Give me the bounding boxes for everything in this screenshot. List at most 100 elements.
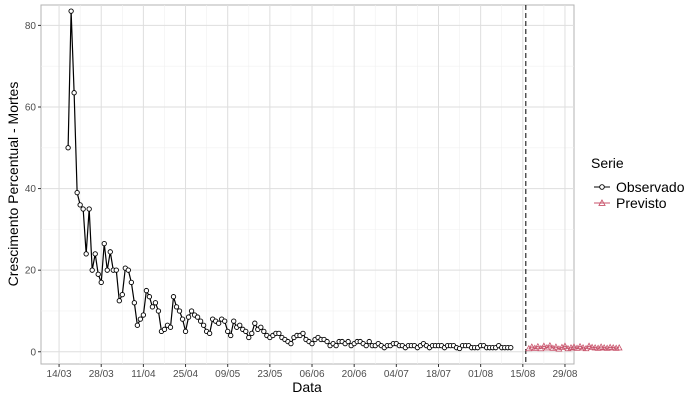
data-point [261,328,267,335]
legend-item-observado: Observado [594,179,685,195]
data-point [83,251,89,257]
data-point [579,344,587,351]
data-point [206,330,213,337]
data-point [288,340,294,347]
data-point [140,312,147,318]
data-point [167,324,174,330]
x-tick-label: 25/04 [173,369,198,380]
data-point [237,322,243,328]
data-point [170,294,177,300]
data-point [615,344,623,351]
data-point [74,190,80,196]
data-point [65,145,71,151]
data-point [119,291,125,298]
data-point [161,326,168,332]
x-tick-label: 29/08 [552,369,577,380]
y-tick-label: 60 [25,102,37,113]
data-point [104,267,110,273]
data-point [231,318,237,324]
data-point [570,343,578,350]
legend-title: Serie [591,155,624,171]
data-point [585,342,593,349]
data-point [149,304,156,310]
legend-label: Previsto [616,195,667,211]
x-axis-title: Data [292,379,322,395]
data-point [597,343,605,350]
y-axis-title: Crescimento Percentual - Mortes [5,82,21,287]
data-point [95,271,101,277]
data-point [200,322,207,328]
data-point [128,279,134,286]
legend-key-marker [598,199,606,206]
data-point [249,330,255,337]
x-tick-label: 11/04 [131,369,156,380]
data-point [137,316,144,322]
series-observado [65,8,514,352]
data-point [179,316,186,322]
plot-panel [40,4,575,365]
data-point [107,249,113,255]
data-point [543,344,551,351]
data-point [576,342,584,350]
data-point [246,334,252,341]
data-point [86,206,92,212]
data-point [525,344,533,352]
data-point [173,304,180,310]
data-point [531,344,539,351]
data-point [555,345,563,352]
x-tick-label: 09/05 [215,369,240,380]
data-point [182,328,189,335]
data-point [258,324,264,330]
legend-label: Observado [616,179,685,195]
x-tick-label: 06/06 [300,369,325,380]
data-point [89,267,95,273]
data-point [143,287,150,294]
data-point [125,267,131,273]
data-point [546,342,554,349]
data-point [116,298,122,304]
data-point [594,344,602,351]
x-tick-label: 23/05 [257,369,282,380]
data-point [71,90,77,96]
data-point [528,343,536,350]
data-point [534,342,542,350]
y-axis-ticks: 0 20 40 60 80 [25,21,41,358]
data-point [92,251,98,257]
data-point [333,342,339,349]
data-point [549,344,557,351]
data-point [197,318,204,324]
data-point [540,342,548,349]
data-point [80,206,86,212]
x-tick-label: 20/06 [342,369,367,380]
data-point [194,314,201,320]
data-point [363,342,369,349]
data-point [134,322,141,328]
data-point [225,328,231,335]
data-point [155,308,162,314]
data-point [309,340,315,347]
data-point [216,320,222,326]
data-point [276,330,282,337]
data-point [185,314,192,320]
data-point [68,8,74,14]
y-tick-label: 40 [25,184,37,195]
y-tick-label: 20 [25,266,37,277]
data-point [176,308,183,314]
series-layer [65,8,623,352]
series-line [528,345,620,350]
x-tick-label: 28/03 [89,369,114,380]
series-previsto [525,342,623,352]
x-tick-label: 15/08 [510,369,535,380]
data-point [561,342,569,349]
data-point [345,338,351,345]
y-tick-label: 0 [30,347,36,358]
data-point [573,344,581,351]
data-point [188,308,195,314]
x-axis-ticks: 14/03 28/03 11/04 25/04 09/05 23/05 06/06 20/06… [47,364,578,380]
data-point [366,338,372,345]
data-point [131,300,138,306]
data-point [228,332,234,339]
legend-item-previsto: Previsto [594,195,667,211]
